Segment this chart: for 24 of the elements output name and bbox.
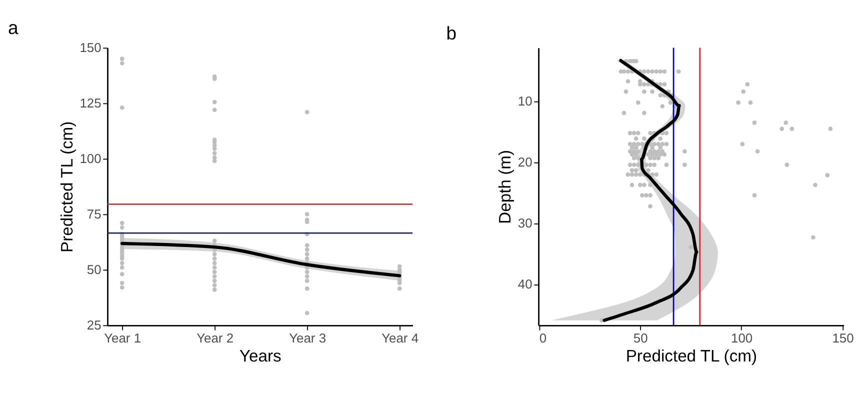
chart-title: b: [446, 22, 457, 44]
y-tick-label: 40: [518, 276, 532, 292]
y-axis-title: Depth (m): [496, 150, 515, 224]
chart-title: a: [8, 16, 19, 38]
x-tick-label: Year 3: [289, 330, 326, 346]
x-tick-label: Year 2: [196, 330, 234, 346]
y-tick-label: 150: [80, 40, 102, 55]
y-tick-label: 10: [518, 94, 532, 109]
x-tick-label: 150: [832, 330, 854, 346]
x-tick-label: 0: [539, 330, 547, 346]
y-tick-label: 20: [518, 154, 532, 170]
y-tick-label: 125: [80, 95, 102, 110]
x-tick-label: 50: [633, 330, 648, 346]
x-tick-label: 100: [731, 330, 753, 346]
x-tick-label: Year 4: [382, 330, 419, 346]
x-tick-label: Year 1: [104, 330, 142, 346]
y-tick-label: 25: [86, 317, 102, 332]
x-axis-title: Predicted TL (cm): [626, 346, 758, 366]
y-tick-label: 30: [518, 216, 532, 231]
x-axis-title: Years: [239, 346, 282, 366]
y-tick-label: 50: [86, 262, 102, 277]
y-axis-title: Predicted TL (cm): [57, 121, 76, 253]
y-tick-label: 75: [86, 206, 102, 222]
y-tick-label: 100: [80, 150, 102, 166]
